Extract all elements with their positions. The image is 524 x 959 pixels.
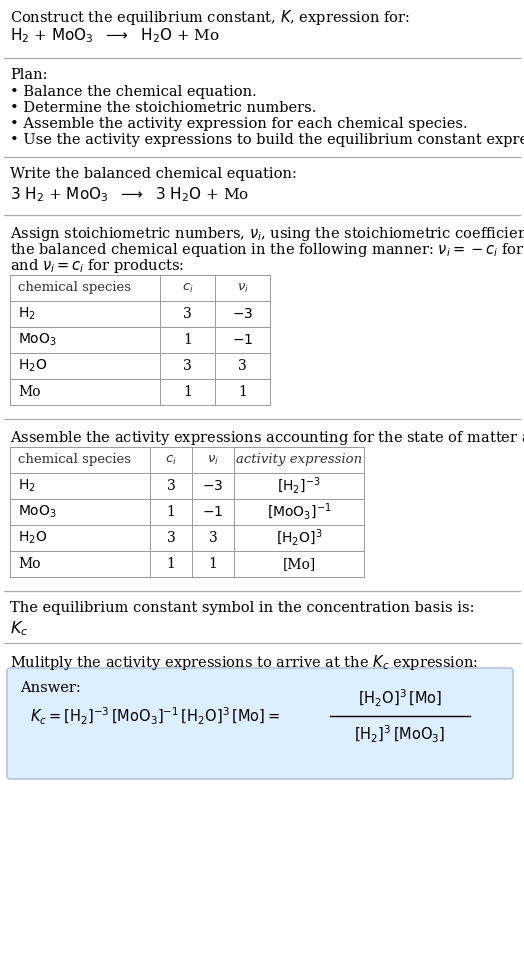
- Text: $[\mathrm{H_2O}]^{3}\,[\mathrm{Mo}]$: $[\mathrm{H_2O}]^{3}\,[\mathrm{Mo}]$: [358, 688, 442, 709]
- Text: $\nu_i$: $\nu_i$: [236, 281, 248, 294]
- Text: the balanced chemical equation in the following manner: $\nu_i = -c_i$ for react: the balanced chemical equation in the fo…: [10, 241, 524, 259]
- Text: $\mathrm{MoO_3}$: $\mathrm{MoO_3}$: [18, 503, 57, 520]
- Text: $K_c$: $K_c$: [10, 619, 28, 638]
- Text: Write the balanced chemical equation:: Write the balanced chemical equation:: [10, 167, 297, 181]
- Text: 1: 1: [167, 557, 176, 571]
- Text: Mo: Mo: [18, 385, 40, 399]
- Text: 3: 3: [167, 479, 176, 493]
- Text: 1: 1: [183, 333, 192, 347]
- Text: • Determine the stoichiometric numbers.: • Determine the stoichiometric numbers.: [10, 101, 316, 115]
- Text: and $\nu_i = c_i$ for products:: and $\nu_i = c_i$ for products:: [10, 257, 184, 275]
- Text: Mo: Mo: [18, 557, 40, 571]
- Text: $\mathrm{H_2O}$: $\mathrm{H_2O}$: [18, 529, 47, 547]
- Text: $\mathrm{H_2}$: $\mathrm{H_2}$: [18, 306, 36, 322]
- Text: $[\mathrm{H_2}]^{3}\,[\mathrm{MoO_3}]$: $[\mathrm{H_2}]^{3}\,[\mathrm{MoO_3}]$: [354, 723, 446, 744]
- Text: $\mathrm{H_2O}$: $\mathrm{H_2O}$: [18, 358, 47, 374]
- Text: $-3$: $-3$: [202, 479, 224, 493]
- Text: Answer:: Answer:: [20, 681, 81, 695]
- Text: 1: 1: [167, 505, 176, 519]
- Text: • Balance the chemical equation.: • Balance the chemical equation.: [10, 85, 257, 99]
- Text: $K_c = [\mathrm{H_2}]^{-3}\,[\mathrm{MoO_3}]^{-1}\,[\mathrm{H_2O}]^{3}\,[\mathrm: $K_c = [\mathrm{H_2}]^{-3}\,[\mathrm{MoO…: [30, 706, 280, 727]
- Text: Assign stoichiometric numbers, $\nu_i$, using the stoichiometric coefficients, $: Assign stoichiometric numbers, $\nu_i$, …: [10, 225, 524, 243]
- Text: $[\mathrm{H_2}]^{-3}$: $[\mathrm{H_2}]^{-3}$: [277, 476, 321, 496]
- Text: Construct the equilibrium constant, $K$, expression for:: Construct the equilibrium constant, $K$,…: [10, 8, 410, 27]
- Text: 3: 3: [209, 531, 217, 545]
- Text: $3\ \mathrm{H_2}$ + $\mathrm{MoO_3}$  $\longrightarrow$  $3\ \mathrm{H_2O}$ + Mo: $3\ \mathrm{H_2}$ + $\mathrm{MoO_3}$ $\l…: [10, 185, 249, 203]
- Text: $\nu_i$: $\nu_i$: [207, 454, 219, 466]
- Text: $-3$: $-3$: [232, 307, 253, 321]
- Text: 3: 3: [183, 359, 192, 373]
- Text: 1: 1: [238, 385, 247, 399]
- Text: chemical species: chemical species: [18, 282, 131, 294]
- Text: [Mo]: [Mo]: [282, 557, 315, 571]
- Text: $[\mathrm{H_2O}]^{3}$: $[\mathrm{H_2O}]^{3}$: [276, 527, 322, 549]
- FancyBboxPatch shape: [7, 668, 513, 779]
- Text: $\mathrm{MoO_3}$: $\mathrm{MoO_3}$: [18, 332, 57, 348]
- Text: 3: 3: [167, 531, 176, 545]
- Text: Plan:: Plan:: [10, 68, 48, 82]
- Text: 3: 3: [183, 307, 192, 321]
- Text: chemical species: chemical species: [18, 454, 131, 466]
- Text: • Use the activity expressions to build the equilibrium constant expression.: • Use the activity expressions to build …: [10, 133, 524, 147]
- Text: The equilibrium constant symbol in the concentration basis is:: The equilibrium constant symbol in the c…: [10, 601, 475, 615]
- Bar: [10, 447, 364, 577]
- Text: $c_i$: $c_i$: [165, 454, 177, 466]
- Text: 1: 1: [183, 385, 192, 399]
- Text: $[\mathrm{MoO_3}]^{-1}$: $[\mathrm{MoO_3}]^{-1}$: [267, 502, 331, 523]
- Text: $c_i$: $c_i$: [182, 281, 193, 294]
- Bar: [10, 275, 270, 405]
- Text: • Assemble the activity expression for each chemical species.: • Assemble the activity expression for e…: [10, 117, 467, 131]
- Text: 3: 3: [238, 359, 247, 373]
- Text: $-1$: $-1$: [232, 333, 253, 347]
- Text: activity expression: activity expression: [236, 454, 362, 466]
- Text: $\mathrm{H_2}$: $\mathrm{H_2}$: [18, 478, 36, 494]
- Text: 1: 1: [209, 557, 217, 571]
- Text: Assemble the activity expressions accounting for the state of matter and $\nu_i$: Assemble the activity expressions accoun…: [10, 429, 524, 447]
- Text: $-1$: $-1$: [202, 505, 224, 519]
- Text: $\mathrm{H_2}$ + $\mathrm{MoO_3}$  $\longrightarrow$  $\mathrm{H_2O}$ + Mo: $\mathrm{H_2}$ + $\mathrm{MoO_3}$ $\long…: [10, 26, 220, 45]
- Text: Mulitply the activity expressions to arrive at the $K_c$ expression:: Mulitply the activity expressions to arr…: [10, 653, 478, 672]
